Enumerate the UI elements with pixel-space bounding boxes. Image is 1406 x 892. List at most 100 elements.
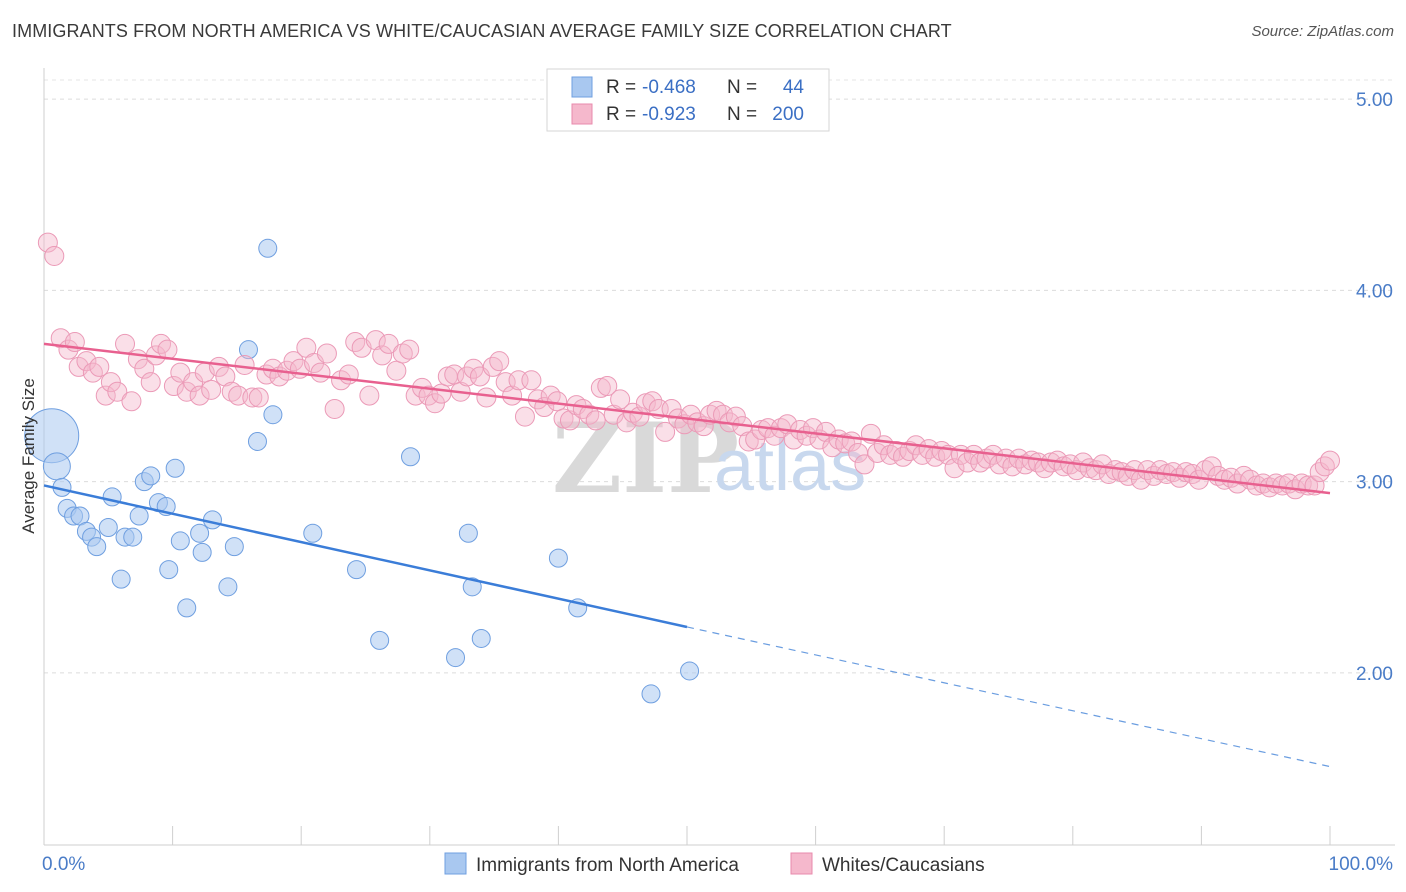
y-axis-title: Average Family Size [19, 378, 38, 534]
data-point-immigrants [159, 560, 179, 580]
correlation-legend: R = -0.468 N = 44 R = -0.923 N = 200 [546, 68, 830, 132]
data-point-whites [489, 351, 510, 372]
data-point-whites [502, 385, 523, 406]
data-point-whites [100, 372, 121, 393]
data-point-whites [208, 356, 229, 377]
data-point-immigrants [370, 630, 390, 650]
legend-swatch-blue [571, 76, 593, 98]
data-point-whites [324, 398, 345, 419]
data-point-whites [540, 385, 561, 406]
data-point-whites [151, 333, 172, 354]
y-tick-labels: 2.00 3.00 4.00 5.00 [1356, 90, 1393, 685]
data-point-whites [140, 372, 161, 393]
data-point-whites [310, 362, 331, 383]
data-point-whites [372, 345, 393, 366]
data-point-whites [572, 398, 593, 419]
series-immigrants-north-america [24, 238, 700, 704]
legend-swatch-pink [571, 103, 593, 125]
data-point-whites [444, 364, 465, 385]
data-point-whites [44, 245, 65, 266]
data-point-whites [121, 391, 142, 412]
trend-line-immigrants [43, 484, 688, 629]
data-point-immigrants [303, 523, 323, 543]
data-point-immigrants [165, 458, 185, 478]
data-point-whites [399, 339, 420, 360]
data-point-immigrants [170, 531, 190, 551]
data-point-whites [597, 376, 618, 396]
data-point-whites [234, 354, 255, 375]
data-point-whites [482, 356, 503, 377]
data-point-whites [215, 366, 236, 387]
y-tick-label: 3.00 [1356, 473, 1393, 494]
data-point-whites [854, 454, 875, 475]
data-point-immigrants [190, 523, 210, 543]
data-point-immigrants [258, 238, 278, 258]
data-point-whites [378, 333, 399, 354]
data-point-whites [661, 398, 682, 419]
data-point-whites [476, 387, 497, 408]
series-whites-caucasians [37, 232, 1340, 500]
bottom-legend-swatch-blue [444, 852, 467, 875]
bottom-legend-label-blue: Immigrants from North America [476, 855, 739, 876]
data-point-whites [107, 381, 128, 402]
data-point-whites [655, 421, 676, 442]
legend-n-label-2: N = [727, 104, 757, 125]
legend-r-value-1: -0.468 [642, 77, 696, 98]
trend-line-whites [43, 342, 1331, 495]
data-point-immigrants [401, 447, 421, 467]
data-point-immigrants [141, 466, 161, 486]
data-point-whites [221, 381, 242, 402]
legend-r-label-1: R = [606, 77, 636, 98]
series-legend: Immigrants from North America Whites/Cau… [444, 852, 985, 876]
data-point-whites [745, 429, 766, 450]
data-point-immigrants [129, 506, 149, 526]
legend-r-value-2: -0.923 [642, 104, 696, 125]
data-point-immigrants [111, 569, 131, 589]
data-point-immigrants [177, 598, 197, 618]
y-tick-label: 2.00 [1356, 664, 1393, 685]
data-point-immigrants [102, 487, 122, 507]
data-point-immigrants [98, 518, 118, 538]
legend-n-label-1: N = [727, 77, 757, 98]
bottom-legend-label-pink: Whites/Caucasians [822, 855, 985, 876]
data-point-whites [76, 351, 97, 372]
data-point-immigrants [42, 452, 71, 481]
data-point-immigrants [548, 548, 568, 568]
data-point-whites [547, 391, 568, 412]
data-point-whites [37, 232, 58, 253]
data-point-immigrants [192, 542, 212, 562]
data-point-whites [706, 400, 727, 421]
y-tick-label: 4.00 [1356, 281, 1393, 302]
data-point-whites [392, 343, 413, 364]
data-point-whites [944, 458, 965, 479]
data-point-whites [616, 412, 637, 433]
data-point-immigrants [641, 684, 661, 704]
data-point-whites [359, 385, 380, 406]
bottom-legend-swatch-pink [790, 852, 813, 875]
data-point-whites [815, 421, 836, 442]
data-point-immigrants [680, 661, 700, 681]
trend-lines [43, 342, 1331, 768]
data-point-whites [1015, 454, 1036, 475]
data-point-whites [424, 393, 445, 414]
data-point-immigrants [218, 577, 238, 597]
chart-title: IMMIGRANTS FROM NORTH AMERICA VS WHITE/C… [12, 21, 952, 41]
trend-line-immigrants-extension [686, 626, 1331, 768]
axes [43, 68, 1395, 846]
x-tick-labels: 0.0% 100.0% [42, 854, 1393, 875]
data-point-whites [89, 356, 110, 377]
data-point-immigrants [87, 537, 107, 557]
data-point-immigrants [458, 523, 478, 543]
data-point-immigrants [123, 527, 143, 547]
gridlines [44, 79, 1395, 674]
data-point-whites [1201, 456, 1222, 477]
data-point-immigrants [446, 648, 466, 668]
legend-n-value-1: 44 [783, 77, 805, 98]
data-point-whites [176, 381, 197, 402]
data-point-immigrants [247, 431, 267, 451]
legend-box [546, 68, 830, 132]
data-point-immigrants [224, 537, 244, 557]
data-point-immigrants [346, 560, 366, 580]
data-point-whites [687, 412, 708, 433]
legend-n-value-2: 200 [772, 104, 804, 125]
